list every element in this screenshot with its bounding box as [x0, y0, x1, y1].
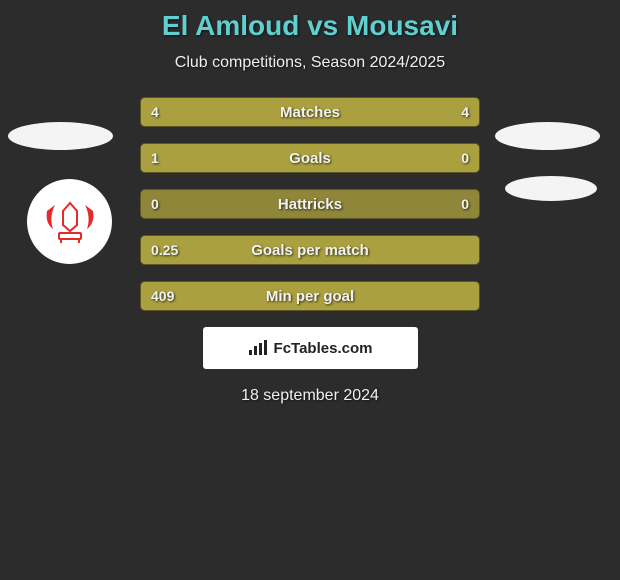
club-badge [27, 179, 112, 264]
stat-value-right: 0 [461, 190, 469, 218]
page-title: El Amloud vs Mousavi [0, 10, 620, 42]
player-ellipse [8, 122, 113, 150]
bar-right [310, 98, 479, 126]
date-label: 18 september 2024 [0, 387, 620, 405]
crest-icon [39, 191, 101, 253]
stat-row: 409Min per goal [140, 281, 480, 311]
player-ellipse [495, 122, 600, 150]
bar-chart-icon [248, 340, 268, 356]
bar-right [405, 144, 479, 172]
watermark-badge: FcTables.com [203, 327, 418, 369]
page-subtitle: Club competitions, Season 2024/2025 [0, 54, 620, 72]
watermark-text: FcTables.com [274, 340, 373, 357]
stat-row: 1Goals0 [140, 143, 480, 173]
stat-label: Hattricks [141, 190, 479, 218]
bar-left [141, 282, 479, 310]
stat-row: 4Matches4 [140, 97, 480, 127]
bar-left [141, 98, 310, 126]
stat-value-left: 0 [151, 190, 159, 218]
stat-row: 0Hattricks0 [140, 189, 480, 219]
stat-row: 0.25Goals per match [140, 235, 480, 265]
bar-left [141, 236, 479, 264]
player-ellipse [505, 176, 597, 201]
bar-left [141, 144, 405, 172]
